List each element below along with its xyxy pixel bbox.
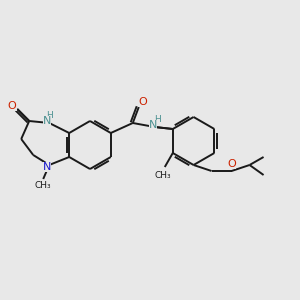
Text: O: O [8, 101, 16, 111]
Text: O: O [138, 97, 147, 107]
Text: N: N [43, 162, 51, 172]
Text: N: N [43, 116, 51, 126]
Text: N: N [148, 120, 157, 130]
Text: CH₃: CH₃ [35, 182, 52, 190]
Text: H: H [154, 115, 161, 124]
Text: O: O [227, 159, 236, 169]
Text: CH₃: CH₃ [154, 170, 171, 179]
Text: H: H [46, 110, 52, 119]
